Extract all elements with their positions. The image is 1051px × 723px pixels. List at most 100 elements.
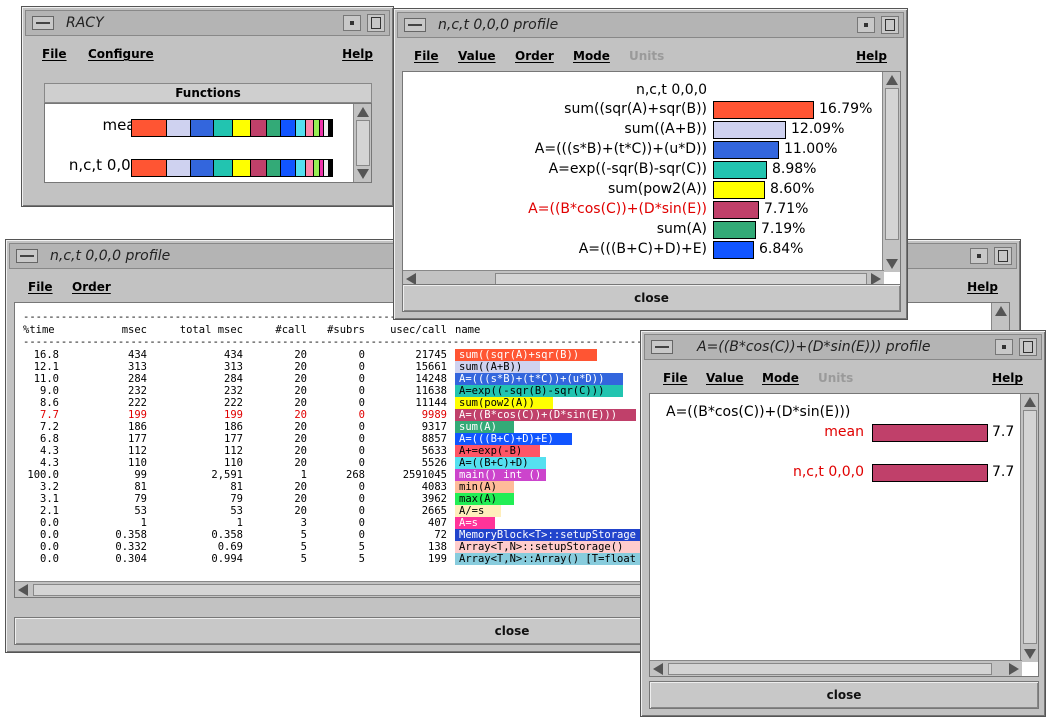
column-header[interactable]: #subrs (327, 324, 365, 336)
menu-file[interactable]: File (42, 47, 67, 61)
bar-mark[interactable] (713, 141, 779, 159)
bar-mark[interactable] (713, 201, 759, 219)
racy-segment[interactable] (296, 160, 307, 176)
functions-button[interactable]: Functions (44, 83, 372, 103)
scroll-thumb[interactable] (668, 663, 992, 675)
table-row[interactable]: 100.0 99 2,591 1 268 2591045 main() int () (15, 469, 995, 481)
cell-name[interactable]: A=((B*cos(C))+(D*sin(E))) (455, 409, 636, 421)
racy-segment[interactable] (296, 120, 307, 136)
table-row[interactable]: 9.0 232 232 20 0 11638 A=exp((-sqr(B)-sqr(C))… (15, 385, 995, 397)
menu-help[interactable]: Help (342, 47, 373, 61)
cell-name[interactable]: min(A) (455, 481, 515, 493)
racy-segment[interactable] (329, 160, 332, 176)
racy-segment[interactable] (281, 160, 297, 176)
scroll-thumb[interactable] (356, 120, 370, 166)
window-menu-icon[interactable] (32, 16, 54, 30)
menu-value[interactable]: Value (458, 49, 496, 63)
racy-segment[interactable] (329, 120, 332, 136)
bar-label[interactable]: A=(((s*B)+(t*C))+(u*D)) (534, 141, 707, 157)
vertical-scrollbar[interactable] (882, 72, 900, 272)
table-row[interactable]: 12.1 313 313 20 0 15661 sum((A+B)) (15, 361, 995, 373)
racy-segment[interactable] (191, 120, 215, 136)
scroll-up-icon[interactable] (1024, 397, 1036, 407)
table-row[interactable]: 0.0 0.304 0.994 5 5 199 Array<T,N>::Array() [T… (15, 553, 995, 565)
scroll-down-icon[interactable] (1024, 649, 1036, 659)
column-header[interactable]: usec/call (390, 324, 447, 336)
racy-segment[interactable] (250, 120, 267, 136)
cell-name[interactable]: Array<T,N>::Array() [T=float (455, 553, 643, 565)
bar-mark[interactable] (872, 464, 988, 482)
minimize-icon[interactable] (857, 17, 875, 33)
column-header[interactable]: %time (23, 324, 55, 336)
racy-row-stacked-bar[interactable] (131, 159, 333, 177)
racy-segment[interactable] (191, 160, 215, 176)
cell-name[interactable]: sum(A) (455, 421, 515, 433)
maximize-icon[interactable] (881, 16, 899, 34)
table-row[interactable]: 4.3 112 112 20 0 5633 A+=exp(-B) (15, 445, 995, 457)
table-row[interactable]: 7.2 186 186 20 0 9317 sum(A) (15, 421, 995, 433)
column-header[interactable]: name (455, 324, 481, 336)
bar-mark[interactable] (872, 424, 988, 442)
racy-segment[interactable] (306, 160, 315, 176)
table-row[interactable]: 8.6 222 222 20 0 11144 sum(pow2(A)) (15, 397, 995, 409)
cell-name[interactable]: A+=exp(-B) (455, 445, 540, 457)
table-row[interactable]: 0.0 0.358 0.358 5 0 72 MemoryBlock<T>::setupSt… (15, 529, 995, 541)
scroll-thumb[interactable] (33, 584, 645, 596)
cell-name[interactable]: sum((A+B)) (455, 361, 540, 373)
function-profile-titlebar[interactable]: A=((B*cos(C))+(D*sin(E))) profile (644, 334, 1042, 360)
racy-segment[interactable] (266, 160, 282, 176)
racy-row-label[interactable]: n,c,t 0,0,0 (68, 156, 145, 174)
cell-name[interactable]: max(A) (455, 493, 515, 505)
cell-name[interactable]: A=((B+C)+D) (455, 457, 547, 469)
scroll-right-icon[interactable] (1009, 663, 1019, 675)
racy-segment[interactable] (320, 120, 325, 136)
scroll-right-icon[interactable] (871, 273, 881, 285)
racy-titlebar[interactable]: RACY (25, 10, 390, 36)
racy-segment[interactable] (250, 160, 267, 176)
table-row[interactable]: 6.8 177 177 20 0 8857 A=(((B+C)+D)+E) (15, 433, 995, 445)
column-header[interactable]: #call (275, 324, 307, 336)
table-row[interactable]: 16.8 434 434 20 0 21745 sum((sqr(A)+sqr(B)) (15, 349, 995, 361)
table-row[interactable]: 3.1 79 79 20 0 3962 max(A) (15, 493, 995, 505)
scroll-left-icon[interactable] (653, 663, 663, 675)
menu-configure[interactable]: Configure (88, 47, 154, 61)
racy-segment[interactable] (232, 120, 251, 136)
cell-name[interactable]: main() int () (455, 469, 547, 481)
menu-order[interactable]: Order (72, 280, 111, 294)
window-menu-icon[interactable] (16, 249, 38, 263)
vertical-scrollbar[interactable] (1020, 394, 1038, 662)
scroll-up-icon[interactable] (357, 107, 369, 117)
scroll-up-icon[interactable] (886, 75, 898, 85)
bar-label[interactable]: sum((sqr(A)+sqr(B)) (564, 101, 707, 117)
racy-segment[interactable] (306, 120, 315, 136)
scroll-down-icon[interactable] (357, 169, 369, 179)
minimize-icon[interactable] (970, 248, 988, 264)
menu-mode[interactable]: Mode (573, 49, 610, 63)
racy-segment[interactable] (314, 120, 321, 136)
cell-name[interactable]: A=s (455, 517, 495, 529)
racy-segment[interactable] (214, 160, 233, 176)
column-header[interactable]: msec (121, 324, 147, 336)
close-button[interactable]: close (649, 681, 1039, 709)
table-row[interactable]: 0.0 1 1 3 0 407 A=s (15, 517, 995, 529)
bar-mark[interactable] (713, 221, 756, 239)
bar-label[interactable]: mean (824, 424, 864, 440)
menu-order[interactable]: Order (515, 49, 554, 63)
scroll-thumb[interactable] (885, 88, 899, 240)
scroll-left-icon[interactable] (18, 584, 28, 596)
scroll-left-icon[interactable] (406, 273, 416, 285)
bar-mark[interactable] (713, 121, 786, 139)
racy-segment[interactable] (320, 160, 325, 176)
minimize-icon[interactable] (343, 15, 361, 31)
bar-mark[interactable] (713, 161, 767, 179)
racy-segment[interactable] (324, 120, 330, 136)
menu-value[interactable]: Value (706, 371, 744, 385)
bar-mark[interactable] (713, 241, 754, 259)
menu-help[interactable]: Help (992, 371, 1023, 385)
table-row[interactable]: 11.0 284 284 20 0 14248 A=(((s*B)+(t*C))+(u*D… (15, 373, 995, 385)
racy-row-stacked-bar[interactable] (131, 119, 333, 137)
maximize-icon[interactable] (367, 14, 385, 32)
table-row[interactable]: 2.1 53 53 20 0 2665 A/=s (15, 505, 995, 517)
table-row[interactable]: 7.7 199 199 20 0 9989 A=((B*cos(C))+(D*sin(E)… (15, 409, 995, 421)
menu-file[interactable]: File (414, 49, 439, 63)
